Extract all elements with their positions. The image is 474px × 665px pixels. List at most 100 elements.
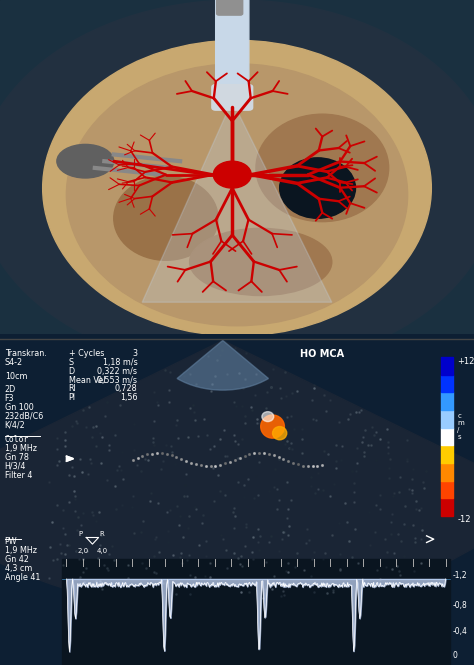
Point (199, 510, 207, 521)
Point (75, 554, 83, 565)
Point (57, 547, 65, 558)
Point (98, 584, 105, 595)
Point (373, 565, 381, 575)
Point (350, 478, 358, 489)
Point (252, 369, 259, 380)
Point (366, 539, 374, 550)
Point (401, 519, 408, 529)
Point (113, 504, 120, 515)
Point (124, 573, 132, 583)
Point (182, 480, 189, 491)
Point (100, 560, 108, 571)
Point (150, 567, 158, 578)
Point (388, 509, 396, 519)
Point (229, 507, 237, 517)
Point (312, 415, 319, 426)
Point (89, 507, 96, 518)
Ellipse shape (256, 114, 389, 221)
Point (278, 534, 286, 545)
Point (128, 383, 136, 394)
Point (397, 535, 405, 546)
Point (411, 533, 419, 544)
Point (68, 421, 75, 432)
Point (65, 469, 73, 480)
Point (186, 550, 193, 561)
Ellipse shape (57, 144, 114, 178)
Point (371, 430, 378, 440)
Point (386, 454, 393, 464)
Point (219, 534, 227, 545)
Point (103, 563, 110, 573)
Point (176, 368, 183, 379)
Point (332, 440, 340, 450)
Point (281, 439, 289, 450)
Point (344, 413, 351, 424)
Point (384, 442, 392, 453)
Point (254, 418, 261, 428)
Point (396, 471, 404, 482)
Point (240, 479, 248, 490)
Point (53, 553, 61, 564)
Point (136, 388, 143, 399)
Bar (441, 392, 453, 410)
Polygon shape (66, 456, 73, 462)
Point (315, 467, 322, 478)
Point (75, 574, 83, 585)
Point (203, 430, 210, 440)
Point (73, 416, 80, 426)
Point (61, 549, 69, 560)
Point (111, 481, 118, 491)
Point (159, 578, 166, 589)
Text: c
m
/
s: c m / s (457, 413, 464, 440)
Point (163, 507, 170, 517)
Text: Angle 41: Angle 41 (5, 573, 40, 583)
Point (243, 522, 250, 533)
Point (254, 537, 262, 547)
Ellipse shape (261, 415, 284, 438)
Text: PW: PW (5, 537, 18, 547)
Point (65, 540, 73, 551)
Point (165, 396, 173, 407)
Point (166, 505, 173, 516)
Point (149, 436, 156, 447)
Point (54, 444, 61, 454)
Point (59, 505, 67, 516)
Point (61, 426, 68, 437)
Point (385, 473, 393, 483)
Point (72, 494, 79, 505)
Point (185, 523, 192, 534)
Point (280, 526, 287, 537)
Point (250, 448, 258, 459)
Point (94, 553, 102, 563)
Point (70, 470, 77, 481)
Point (412, 496, 419, 507)
Point (210, 441, 218, 452)
Point (289, 458, 297, 468)
Point (361, 451, 368, 462)
Point (284, 558, 292, 569)
Point (65, 497, 73, 508)
Point (308, 394, 315, 405)
Point (134, 452, 141, 463)
Point (319, 460, 326, 470)
Point (319, 554, 327, 565)
Point (240, 492, 248, 503)
Point (319, 485, 327, 495)
Point (118, 465, 125, 475)
Point (241, 450, 248, 461)
Point (303, 524, 310, 535)
Point (89, 432, 96, 442)
Point (92, 576, 100, 587)
Point (130, 445, 137, 456)
Point (84, 469, 92, 480)
Point (118, 499, 126, 510)
Point (176, 552, 184, 563)
Point (410, 566, 418, 577)
Text: Transkran.: Transkran. (5, 348, 46, 358)
Point (73, 545, 81, 556)
Point (155, 547, 163, 557)
Point (364, 440, 372, 450)
Point (115, 461, 122, 471)
Point (202, 551, 210, 562)
Point (159, 456, 167, 467)
